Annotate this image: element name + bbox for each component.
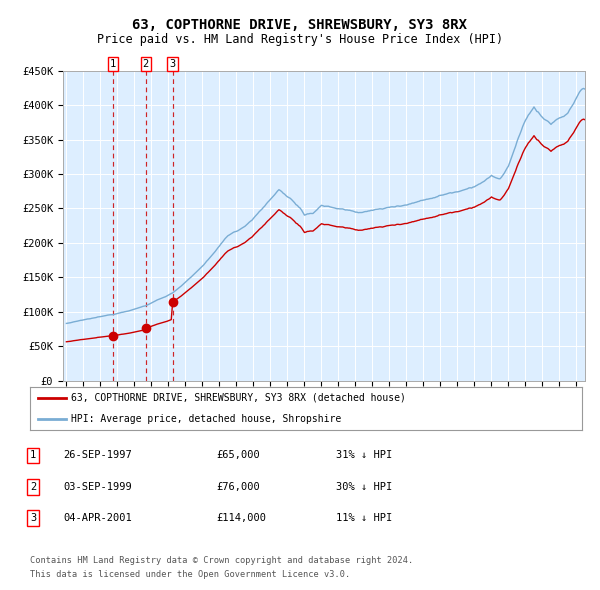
Text: 03-SEP-1999: 03-SEP-1999 [63,482,132,491]
Text: HPI: Average price, detached house, Shropshire: HPI: Average price, detached house, Shro… [71,414,341,424]
Text: 11% ↓ HPI: 11% ↓ HPI [336,513,392,523]
Text: 63, COPTHORNE DRIVE, SHREWSBURY, SY3 8RX (detached house): 63, COPTHORNE DRIVE, SHREWSBURY, SY3 8RX… [71,393,406,402]
Text: 2: 2 [30,482,36,491]
Text: 3: 3 [30,513,36,523]
Text: Price paid vs. HM Land Registry's House Price Index (HPI): Price paid vs. HM Land Registry's House … [97,33,503,46]
Text: 26-SEP-1997: 26-SEP-1997 [63,451,132,460]
Text: £76,000: £76,000 [216,482,260,491]
Text: 30% ↓ HPI: 30% ↓ HPI [336,482,392,491]
Text: 1: 1 [30,451,36,460]
Text: 3: 3 [170,60,176,70]
Text: 2: 2 [143,60,149,70]
Text: 04-APR-2001: 04-APR-2001 [63,513,132,523]
Text: Contains HM Land Registry data © Crown copyright and database right 2024.: Contains HM Land Registry data © Crown c… [30,556,413,565]
Text: This data is licensed under the Open Government Licence v3.0.: This data is licensed under the Open Gov… [30,571,350,579]
Text: 31% ↓ HPI: 31% ↓ HPI [336,451,392,460]
Text: £65,000: £65,000 [216,451,260,460]
Text: 63, COPTHORNE DRIVE, SHREWSBURY, SY3 8RX: 63, COPTHORNE DRIVE, SHREWSBURY, SY3 8RX [133,18,467,32]
Text: 1: 1 [110,60,116,70]
Text: £114,000: £114,000 [216,513,266,523]
